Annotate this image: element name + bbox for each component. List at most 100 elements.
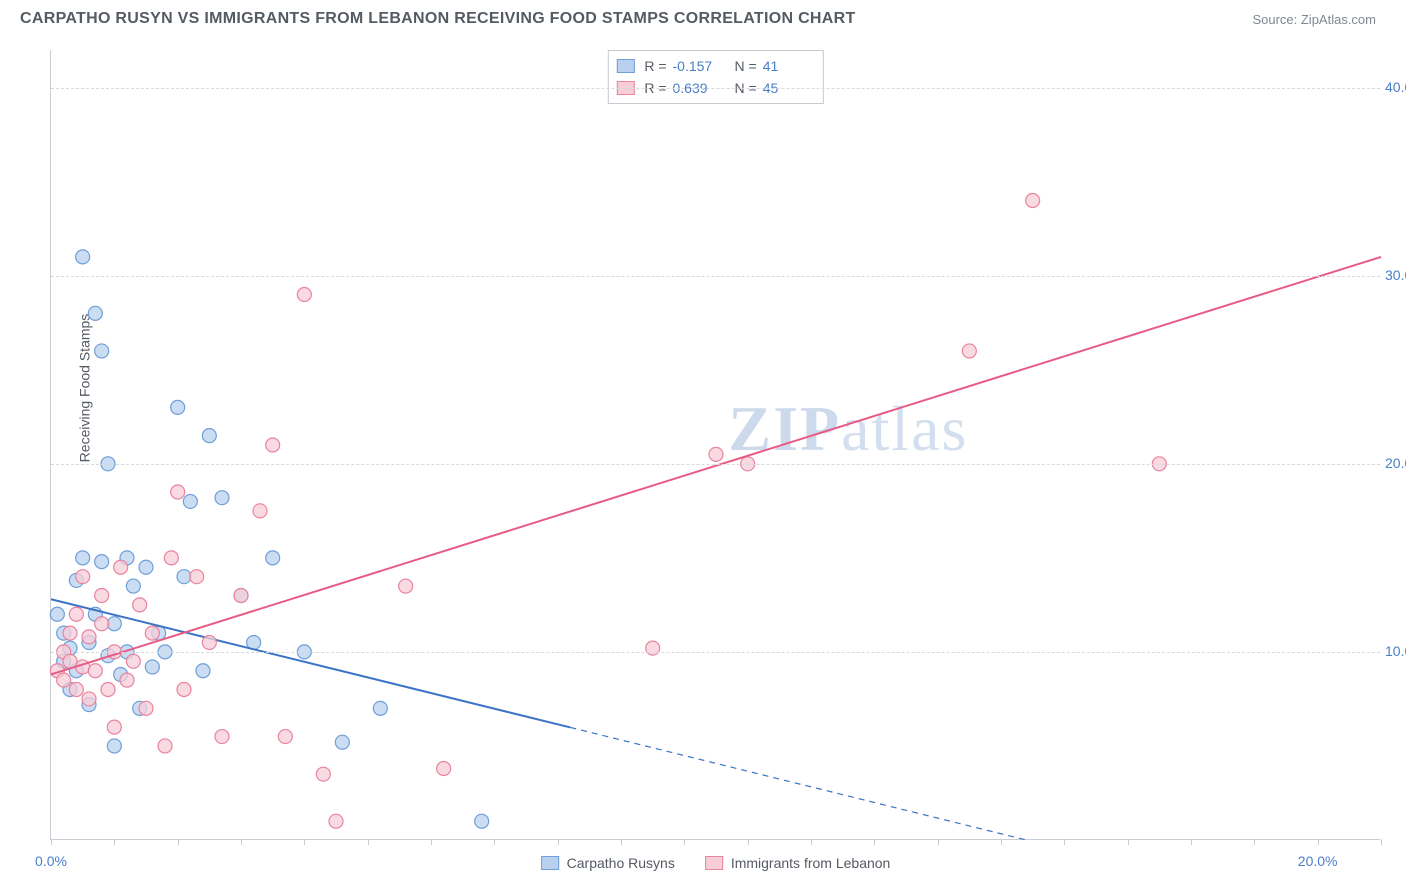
source-link[interactable]: ZipAtlas.com bbox=[1301, 12, 1376, 27]
data-point-carpatho bbox=[266, 551, 280, 565]
data-point-lebanon bbox=[82, 692, 96, 706]
x-tick-mark bbox=[1064, 839, 1065, 845]
data-point-lebanon bbox=[234, 588, 248, 602]
data-point-carpatho bbox=[139, 560, 153, 574]
data-point-lebanon bbox=[76, 570, 90, 584]
chart-plot-area: ZIPatlas R =-0.157N =41R =0.639N =45 Car… bbox=[50, 50, 1380, 840]
data-point-lebanon bbox=[57, 673, 71, 687]
legend-label-lebanon: Immigrants from Lebanon bbox=[731, 855, 891, 871]
correlation-stats-box: R =-0.157N =41R =0.639N =45 bbox=[607, 50, 823, 104]
x-tick-mark bbox=[51, 839, 52, 845]
y-tick-label: 40.0% bbox=[1385, 79, 1406, 95]
data-point-lebanon bbox=[215, 730, 229, 744]
x-tick-mark bbox=[1254, 839, 1255, 845]
source-attribution: Source: ZipAtlas.com bbox=[1252, 12, 1376, 27]
data-point-lebanon bbox=[190, 570, 204, 584]
x-tick-mark bbox=[431, 839, 432, 845]
data-point-lebanon bbox=[88, 664, 102, 678]
data-point-lebanon bbox=[158, 739, 172, 753]
x-tick-mark bbox=[621, 839, 622, 845]
x-tick-label: 20.0% bbox=[1298, 853, 1338, 869]
x-tick-mark bbox=[811, 839, 812, 845]
data-point-lebanon bbox=[133, 598, 147, 612]
data-point-lebanon bbox=[139, 701, 153, 715]
data-point-lebanon bbox=[69, 607, 83, 621]
data-point-lebanon bbox=[63, 626, 77, 640]
x-tick-mark bbox=[874, 839, 875, 845]
data-point-carpatho bbox=[107, 739, 121, 753]
legend-item-carpatho[interactable]: Carpatho Rusyns bbox=[541, 855, 675, 871]
data-point-lebanon bbox=[95, 588, 109, 602]
data-point-lebanon bbox=[253, 504, 267, 518]
x-tick-mark bbox=[684, 839, 685, 845]
data-point-carpatho bbox=[126, 579, 140, 593]
x-tick-mark bbox=[1381, 839, 1382, 845]
data-point-carpatho bbox=[171, 400, 185, 414]
data-point-lebanon bbox=[120, 673, 134, 687]
data-point-carpatho bbox=[373, 701, 387, 715]
gridline bbox=[51, 276, 1380, 277]
data-point-lebanon bbox=[107, 720, 121, 734]
data-point-carpatho bbox=[335, 735, 349, 749]
data-point-lebanon bbox=[95, 617, 109, 631]
y-tick-label: 10.0% bbox=[1385, 643, 1406, 659]
data-point-lebanon bbox=[126, 654, 140, 668]
data-point-carpatho bbox=[95, 344, 109, 358]
x-tick-mark bbox=[241, 839, 242, 845]
gridline bbox=[51, 652, 1380, 653]
swatch-carpatho bbox=[616, 59, 634, 73]
gridline bbox=[51, 88, 1380, 89]
data-point-carpatho bbox=[107, 617, 121, 631]
data-point-lebanon bbox=[437, 762, 451, 776]
data-point-lebanon bbox=[69, 683, 83, 697]
data-point-lebanon bbox=[114, 560, 128, 574]
data-point-carpatho bbox=[183, 494, 197, 508]
y-tick-label: 20.0% bbox=[1385, 455, 1406, 471]
stats-row-carpatho: R =-0.157N =41 bbox=[616, 55, 814, 77]
data-point-carpatho bbox=[475, 814, 489, 828]
data-point-lebanon bbox=[646, 641, 660, 655]
chart-title: CARPATHO RUSYN VS IMMIGRANTS FROM LEBANO… bbox=[20, 10, 856, 28]
gridline bbox=[51, 464, 1380, 465]
data-point-lebanon bbox=[82, 630, 96, 644]
data-point-carpatho bbox=[88, 306, 102, 320]
data-point-lebanon bbox=[316, 767, 330, 781]
legend-item-lebanon[interactable]: Immigrants from Lebanon bbox=[705, 855, 891, 871]
source-prefix: Source: bbox=[1252, 12, 1300, 27]
data-point-lebanon bbox=[278, 730, 292, 744]
data-point-lebanon bbox=[962, 344, 976, 358]
x-tick-mark bbox=[304, 839, 305, 845]
data-point-lebanon bbox=[329, 814, 343, 828]
data-point-lebanon bbox=[145, 626, 159, 640]
data-point-carpatho bbox=[202, 429, 216, 443]
data-point-lebanon bbox=[1026, 193, 1040, 207]
data-point-carpatho bbox=[145, 660, 159, 674]
x-tick-mark bbox=[1001, 839, 1002, 845]
x-tick-mark bbox=[1191, 839, 1192, 845]
regression-line-lebanon bbox=[51, 257, 1381, 675]
data-point-carpatho bbox=[76, 551, 90, 565]
data-point-lebanon bbox=[266, 438, 280, 452]
series-legend: Carpatho Rusyns Immigrants from Lebanon bbox=[541, 855, 891, 871]
legend-swatch-carpatho bbox=[541, 856, 559, 870]
scatter-svg bbox=[51, 50, 1380, 839]
data-point-lebanon bbox=[177, 683, 191, 697]
data-point-carpatho bbox=[76, 250, 90, 264]
legend-label-carpatho: Carpatho Rusyns bbox=[567, 855, 675, 871]
x-tick-label: 0.0% bbox=[35, 853, 67, 869]
x-tick-mark bbox=[494, 839, 495, 845]
data-point-carpatho bbox=[177, 570, 191, 584]
data-point-lebanon bbox=[399, 579, 413, 593]
x-tick-mark bbox=[558, 839, 559, 845]
data-point-lebanon bbox=[297, 288, 311, 302]
y-tick-label: 30.0% bbox=[1385, 267, 1406, 283]
data-point-carpatho bbox=[95, 555, 109, 569]
r-value-carpatho: -0.157 bbox=[673, 55, 725, 77]
x-tick-mark bbox=[1318, 839, 1319, 845]
data-point-carpatho bbox=[215, 491, 229, 505]
data-point-lebanon bbox=[202, 636, 216, 650]
x-tick-mark bbox=[178, 839, 179, 845]
data-point-carpatho bbox=[196, 664, 210, 678]
legend-swatch-lebanon bbox=[705, 856, 723, 870]
x-tick-mark bbox=[748, 839, 749, 845]
